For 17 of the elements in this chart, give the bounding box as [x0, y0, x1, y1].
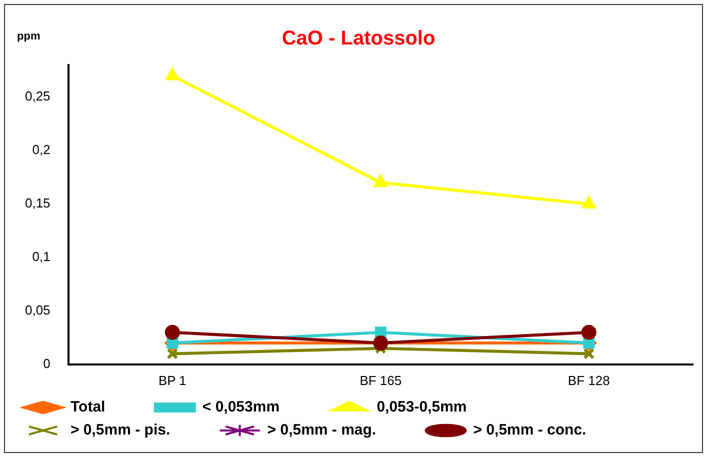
x-tick-label: BP 1	[158, 372, 186, 388]
legend-label: > 0,5mm - conc.	[473, 422, 628, 439]
legend-label: 0,053-0,5mm	[376, 398, 508, 416]
y-tick-label: 0	[43, 356, 50, 371]
legend-label: Total	[70, 398, 147, 416]
legend-label: < 0,053mm	[202, 398, 322, 416]
y-tick-label: 0,25	[24, 88, 50, 104]
chart-title: CaO - Latossolo	[282, 28, 436, 50]
legend-label: > 0,5mm - mag.	[267, 422, 418, 439]
legend-label: > 0,5mm - pis.	[70, 422, 212, 439]
y-tick-label: 0,2	[32, 142, 50, 158]
y-axis-title: ppm	[17, 30, 40, 43]
x-tick-label: BF 165	[360, 372, 402, 388]
y-tick-label: 0,15	[24, 196, 50, 211]
y-tick-label: 0,05	[24, 302, 50, 318]
x-tick-label: BF 128	[568, 372, 610, 388]
y-tick-label: 0,1	[32, 249, 50, 264]
